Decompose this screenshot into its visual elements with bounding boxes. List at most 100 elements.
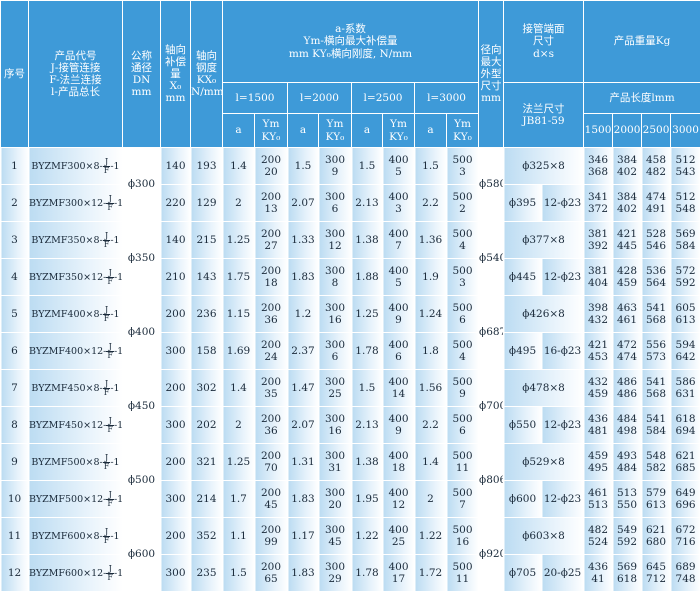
header-product-length: 产品长度lmm [584, 83, 700, 114]
cell-text: 500 [447, 339, 478, 351]
cell-text: ϕ350 [123, 252, 160, 264]
code-base: BYZMF500×12- [29, 494, 106, 505]
header-no: 序号 [1, 1, 29, 148]
coefficient-a: 1.78 [352, 333, 383, 370]
cell-text: 140 [161, 160, 190, 172]
cell-text: 398 [584, 302, 612, 314]
cell-text: 543 [671, 166, 700, 178]
cell-text: 1.8 [415, 345, 446, 357]
cell-text: 716 [671, 536, 700, 548]
cell-text: ϕ500 [123, 474, 160, 486]
cell-text: KY₀ [319, 131, 351, 143]
coefficient-a: 1.24 [415, 296, 447, 333]
cell-text: 10 [1, 493, 28, 505]
cell-text: 1.5 [352, 160, 382, 172]
cell-text: 605 [671, 302, 700, 314]
cell-text: 1.25 [223, 234, 254, 246]
coefficient-a: 1.95 [352, 481, 383, 518]
cell-text: 400 [383, 524, 414, 536]
cell-text: 2.07 [288, 419, 318, 431]
cell-text: 618 [613, 573, 641, 585]
fraction-bottom: F [106, 500, 114, 508]
cell-text: 11 [447, 462, 478, 474]
cell-text: 3 [447, 166, 478, 178]
cell-text: 65 [255, 573, 287, 585]
cell-text: 300 [319, 228, 351, 240]
axial-stiffness: 202 [191, 407, 223, 444]
cell-text: 384 [613, 154, 641, 166]
coefficient-a: 2.2 [415, 185, 447, 222]
cell-text: 368 [584, 166, 612, 178]
cell-text: 569 [613, 561, 641, 573]
cell-text: 2000 [613, 124, 641, 136]
flange-holes: 12-ϕ23 [542, 185, 584, 222]
axial-compensation: 300 [161, 407, 191, 444]
cell-text: 补偿 [161, 56, 190, 68]
cell-text: 2.2 [415, 419, 446, 431]
cell-text: DN [123, 74, 160, 86]
cell-text: 352 [191, 530, 222, 542]
cell-text: 158 [191, 345, 222, 357]
cell-text: KY₀ [383, 131, 414, 143]
cell-text: 300 [161, 345, 190, 357]
cell-text: JB81-59 [504, 115, 583, 127]
cell-text: 1.17 [288, 530, 318, 542]
cell-text: 550 [613, 499, 641, 511]
cell-text: 16-ϕ23 [542, 345, 583, 357]
cell-text: 36 [255, 314, 287, 326]
cell-text: Ym [255, 118, 287, 130]
coefficient-a: 1.69 [223, 333, 255, 370]
cell-text: 300 [319, 450, 351, 462]
cell-text: 481 [584, 425, 612, 437]
cell-text: 474 [613, 351, 641, 363]
pipe-end-size: ϕ325×8 [504, 148, 584, 185]
cell-text: ϕ603×8 [504, 530, 583, 542]
cell-text: 16 [319, 425, 351, 437]
cell-text: 392 [584, 240, 612, 252]
coefficient-a: 1.38 [352, 222, 383, 259]
coefficient-a: 1.9 [415, 259, 447, 296]
coefficient-a: 1.25 [223, 444, 255, 481]
cell-text: 621 [671, 450, 700, 462]
cell-text: ϕ700 [479, 400, 503, 412]
cell-text: l=2000 [288, 92, 351, 104]
cell-text: 300 [319, 561, 351, 573]
cell-text: 1.38 [352, 456, 382, 468]
coefficient-a: 2.13 [352, 407, 383, 444]
cell-text: 500 [447, 228, 478, 240]
cell-text: 613 [642, 499, 670, 511]
cell-text: 1.5 [415, 160, 446, 172]
cell-text: 45 [319, 536, 351, 548]
fraction-bottom: F [106, 352, 114, 360]
cell-text: 1.4 [223, 382, 254, 394]
axial-compensation: 200 [161, 444, 191, 481]
cell-text: 400 [383, 413, 414, 425]
cell-text: 20 [319, 499, 351, 511]
cell-text: 1.25 [223, 456, 254, 468]
cell-text: 584 [642, 425, 670, 437]
cell-text: ϕ600 [123, 548, 160, 560]
cell-text: 3 [383, 203, 414, 215]
coefficient-a: 1.2 [288, 296, 319, 333]
coefficient-a: 1.36 [415, 222, 447, 259]
cell-text: l=3000 [415, 92, 478, 104]
cell-text: 500 [447, 413, 478, 425]
cell-text: 1.1 [223, 530, 254, 542]
